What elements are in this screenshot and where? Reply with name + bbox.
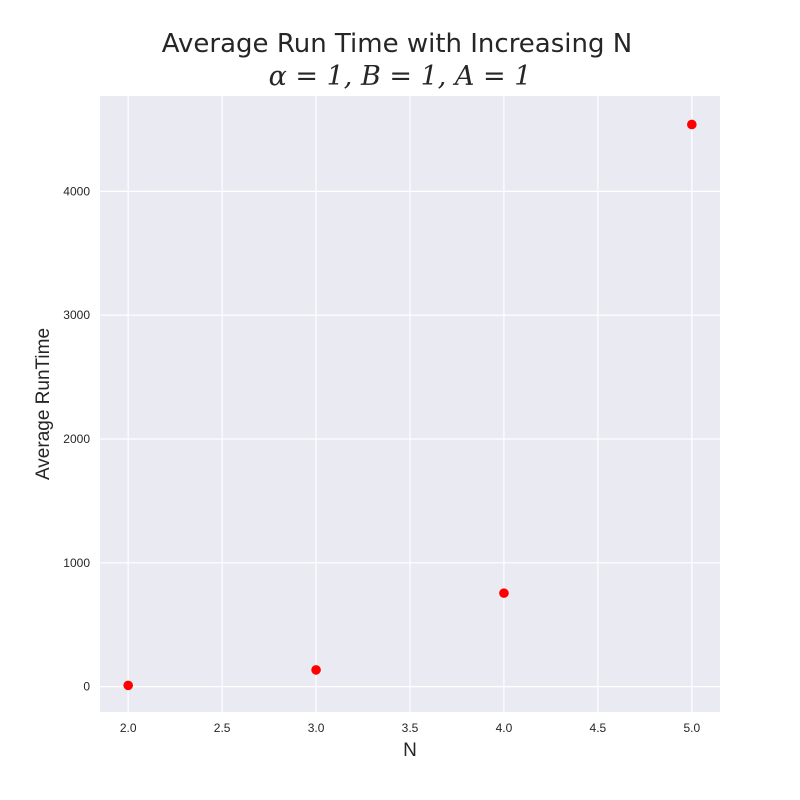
chart-subtitle: α = 1, B = 1, A = 1 <box>269 61 532 92</box>
x-tick-label: 2.5 <box>214 721 231 735</box>
x-tick-label: 4.5 <box>590 721 607 735</box>
x-tick-label: 3.5 <box>402 721 419 735</box>
grid <box>100 96 720 712</box>
x-tick-label: 3.0 <box>308 721 325 735</box>
y-tick-label: 2000 <box>63 432 90 446</box>
y-tick-label: 4000 <box>63 184 90 198</box>
data-point <box>499 588 509 598</box>
data-points <box>123 119 697 691</box>
x-tick-label: 5.0 <box>683 721 700 735</box>
y-tick-label: 3000 <box>63 308 90 322</box>
x-tick-label: 4.0 <box>496 721 513 735</box>
y-tick-label: 1000 <box>63 556 90 570</box>
x-axis-label: N <box>403 740 417 761</box>
y-axis-ticks: 0 1000 2000 3000 4000 <box>63 184 90 693</box>
x-tick-label: 2.0 <box>120 721 137 735</box>
x-axis-ticks: 2.0 2.5 3.0 3.5 4.0 4.5 5.0 <box>120 721 701 735</box>
chart-title: Average Run Time with Increasing N <box>162 29 632 59</box>
data-point <box>687 119 697 130</box>
y-tick-label: 0 <box>83 680 90 694</box>
data-point <box>123 680 133 691</box>
data-point <box>311 665 321 675</box>
y-axis-label: Average RunTime <box>33 328 54 480</box>
